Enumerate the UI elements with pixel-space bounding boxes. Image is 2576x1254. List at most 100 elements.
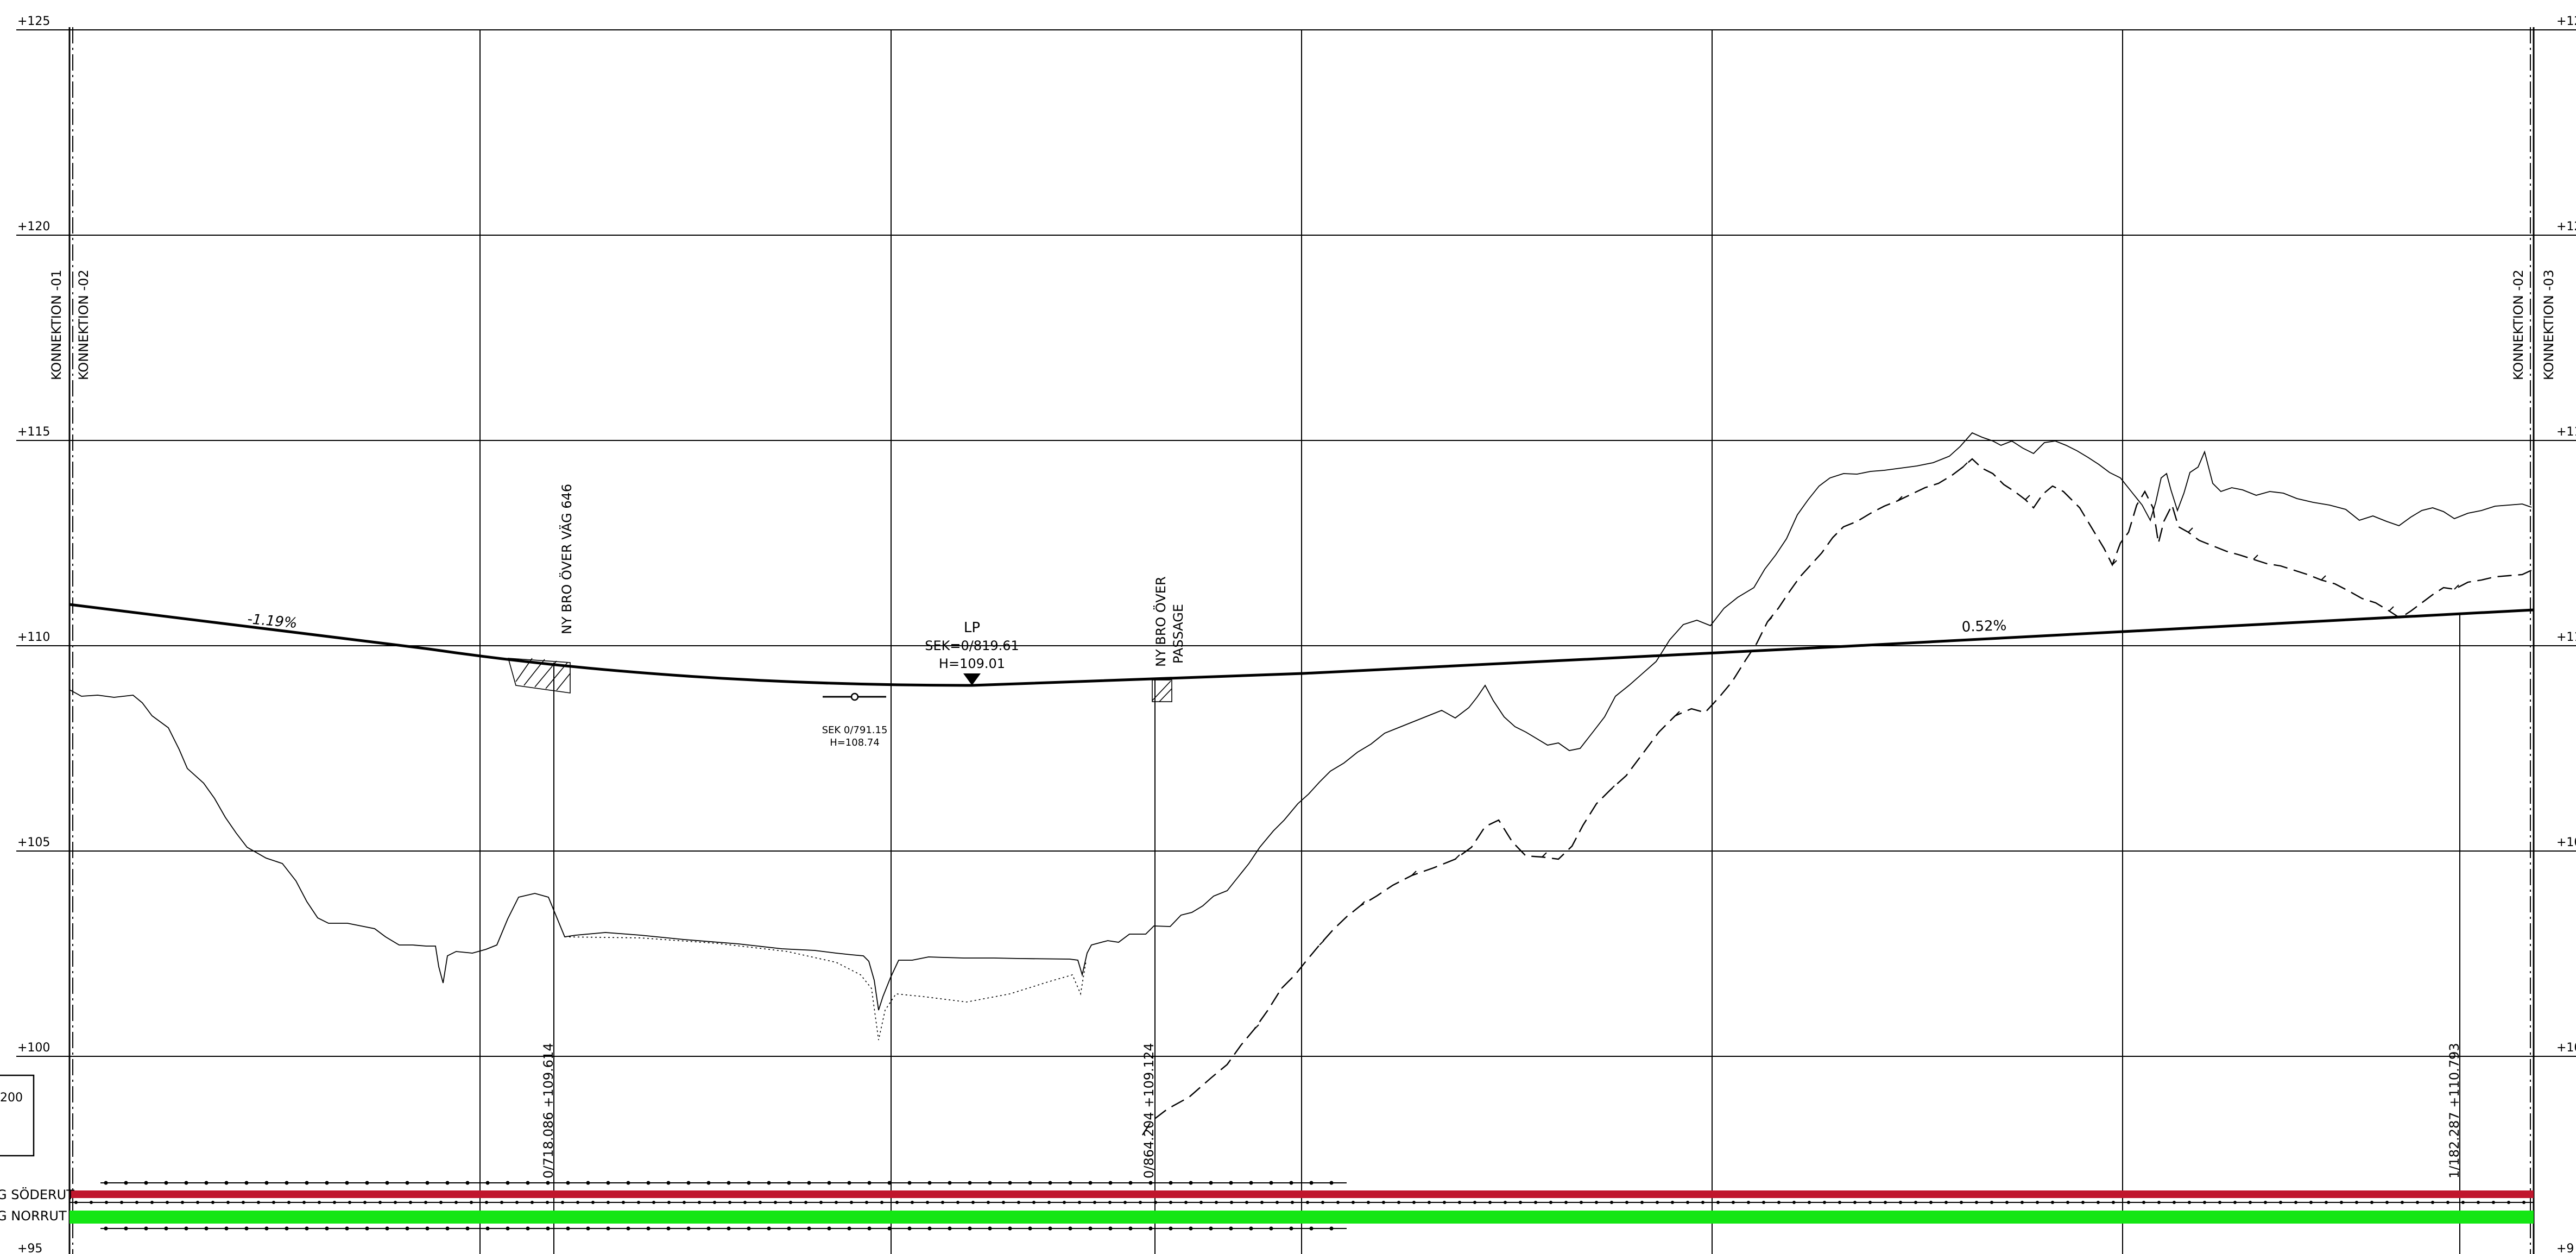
track-dot (968, 1226, 972, 1231)
track-dot (285, 1181, 289, 1185)
track-dot (150, 1201, 154, 1204)
track-dot (956, 1201, 959, 1204)
track-dot (1028, 1226, 1032, 1231)
track-dot (196, 1201, 199, 1204)
track-dot (767, 1181, 771, 1185)
track-dot (2431, 1201, 2434, 1204)
track-dot (968, 1181, 972, 1185)
track-dot (385, 1226, 389, 1231)
track-dot (166, 1201, 169, 1204)
track-dot (727, 1181, 731, 1185)
track-dot (895, 1201, 899, 1204)
track-dot (907, 1181, 912, 1185)
track-dot (74, 1201, 78, 1204)
track-dot (867, 1181, 872, 1185)
track-dot (1686, 1201, 1689, 1204)
right-elev-label-125: +12 (2556, 15, 2576, 28)
track-dot (287, 1201, 291, 1204)
track-dot (305, 1181, 309, 1185)
track-dot (394, 1201, 397, 1204)
track-dot (2416, 1201, 2419, 1204)
track-dot (1048, 1226, 1052, 1231)
track-dot (576, 1201, 579, 1204)
track-dot (1291, 1201, 1294, 1204)
track-dot (819, 1201, 823, 1204)
track-dot (1762, 1201, 1765, 1204)
track-dot (1777, 1201, 1781, 1204)
track-dot (1640, 1201, 1644, 1204)
track-dot (880, 1201, 883, 1204)
track-dot (345, 1181, 349, 1185)
track-dot (1309, 1226, 1314, 1231)
track-dot (184, 1226, 188, 1231)
track-dot (211, 1201, 214, 1204)
track-dot (1017, 1201, 1020, 1204)
track-dot (439, 1201, 443, 1204)
track-dot (2309, 1201, 2313, 1204)
track-dot (2446, 1201, 2449, 1204)
track-dot (1352, 1201, 1355, 1204)
track-dot (405, 1226, 409, 1231)
track-dot (2249, 1201, 2252, 1204)
right-elev-label-110: +11 (2556, 631, 2576, 644)
track-dot (1610, 1201, 1613, 1204)
track-dot (1245, 1201, 1248, 1204)
elev-label-95: +95 (17, 1242, 42, 1254)
track-dot (941, 1201, 944, 1204)
track-dot (2081, 1201, 2085, 1204)
track-dot (445, 1226, 450, 1231)
track-dot (1473, 1201, 1476, 1204)
track-dot (224, 1226, 229, 1231)
bridge-1-abutment (507, 658, 571, 1254)
track-dot (1382, 1201, 1385, 1204)
track-dot (1184, 1201, 1188, 1204)
track-dot (1990, 1201, 1993, 1204)
track-dot (1914, 1201, 1917, 1204)
track-dot (926, 1201, 929, 1204)
track-dot (1088, 1226, 1093, 1231)
track-dot (164, 1226, 168, 1231)
track-dot (2005, 1201, 2009, 1204)
track-dot (144, 1226, 148, 1231)
track-dot (1169, 1226, 1173, 1231)
track-dot (1412, 1201, 1416, 1204)
track-dot (867, 1226, 872, 1231)
track-dot (948, 1181, 952, 1185)
track-dot (1068, 1181, 1072, 1185)
track-dot (285, 1226, 289, 1231)
right-elev-label-115: +11 (2556, 425, 2576, 439)
track-dot (1671, 1201, 1674, 1204)
track-dot (827, 1181, 831, 1185)
track-dot (666, 1181, 671, 1185)
track-dot (1123, 1201, 1127, 1204)
culvert-label-line1: SEK 0/791.15 (822, 724, 888, 736)
track-dot (1289, 1226, 1293, 1231)
track-dot (1032, 1201, 1036, 1204)
connection-label-right-b: KONNEKTION -03 (2541, 269, 2556, 380)
connection-label-right-a: KONNEKTION -02 (2511, 269, 2526, 380)
low-point-label-line3: H=109.01 (939, 656, 1005, 671)
dashed-line-ticks (1254, 462, 2459, 1030)
track-dot (365, 1181, 369, 1185)
track-dot (626, 1181, 630, 1185)
track-dot (425, 1226, 430, 1231)
track-dot (1063, 1201, 1066, 1204)
track-dot (787, 1181, 791, 1185)
track-dot (2492, 1201, 2495, 1204)
track-dot (666, 1226, 671, 1231)
station-label-3: 1/182.287 +110.793 (2447, 1043, 2462, 1179)
track-dot (646, 1226, 651, 1231)
track-dot (2157, 1201, 2161, 1204)
design-grade-line (69, 603, 2534, 687)
track-dot (847, 1181, 851, 1185)
track-dot (318, 1201, 321, 1204)
track-dot (1868, 1201, 1872, 1204)
track-dot (500, 1201, 503, 1204)
track-dot (927, 1181, 932, 1185)
elev-label-110: +110 (17, 631, 50, 644)
track-dot (515, 1201, 519, 1204)
track-dot (1169, 1181, 1173, 1185)
track-dot (1564, 1201, 1568, 1204)
track-dot (181, 1201, 184, 1204)
